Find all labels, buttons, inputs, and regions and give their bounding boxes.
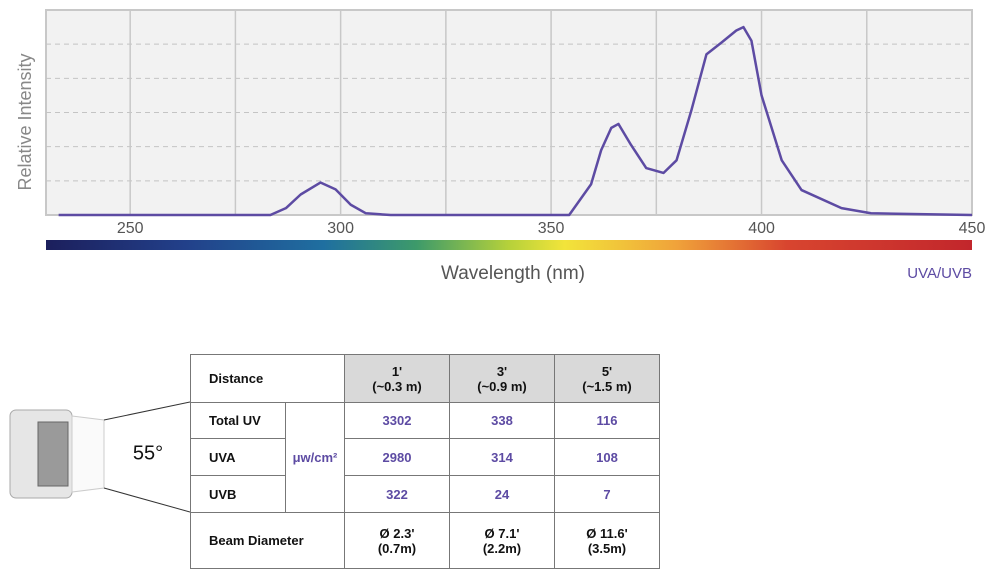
cell-text: Ø 2.3' (379, 525, 415, 541)
header-cell: 1' (~0.3 m) (344, 354, 450, 403)
row-label: Total UV (190, 402, 286, 439)
header-label: Distance (190, 354, 345, 403)
cell: 108 (554, 438, 660, 476)
header-text: 3' (496, 363, 508, 379)
header-text: (~0.3 m) (372, 378, 422, 394)
header-text: (~1.5 m) (582, 378, 632, 394)
x-tick-label: 300 (327, 220, 354, 237)
fixture-illustration: 55° (9, 401, 190, 513)
cell: 314 (449, 438, 555, 476)
x-tick-label: 400 (748, 220, 775, 237)
beam-line (103, 401, 190, 421)
header-text: 5' (601, 363, 613, 379)
y-axis-label: Relative Intensity (15, 53, 35, 190)
cell: 7 (554, 475, 660, 513)
cell: 116 (554, 402, 660, 439)
diffuser (71, 415, 105, 493)
cell: Ø 7.1' (2.2m) (449, 512, 555, 569)
beam-angle: 55° (133, 442, 163, 464)
cell: 24 (449, 475, 555, 513)
cell: 322 (344, 475, 450, 513)
x-tick-label: 450 (959, 220, 986, 237)
cell: Ø 2.3' (0.7m) (344, 512, 450, 569)
legend-label: UVA/UVB (907, 265, 972, 282)
cell-text: (3.5m) (587, 540, 627, 556)
row-label: UVA (190, 438, 286, 476)
cell-text: (0.7m) (377, 540, 417, 556)
unit: μw/cm² (285, 402, 345, 513)
beam-line (103, 487, 190, 513)
header-cell: 5' (~1.5 m) (554, 354, 660, 403)
header-cell: 3' (~0.9 m) (449, 354, 555, 403)
cell: 3302 (344, 402, 450, 439)
x-axis-label: Wavelength (nm) (441, 263, 585, 284)
x-tick-label: 350 (538, 220, 565, 237)
cell-text: Ø 7.1' (484, 525, 520, 541)
chart: Relative Intensity Wavelength (nm) UVA/U… (15, 9, 986, 284)
cell: Ø 11.6' (3.5m) (554, 512, 660, 569)
cell: 338 (449, 402, 555, 439)
fixture-fins (37, 421, 69, 487)
x-tick-label: 250 (117, 220, 144, 237)
header-text: 1' (391, 363, 403, 379)
row-label: Beam Diameter (190, 512, 345, 569)
cell-text: (2.2m) (482, 540, 522, 556)
header-text: (~0.9 m) (477, 378, 527, 394)
measurement-table: Distance 1' (~0.3 m) 3' (~0.9 m) 5' (~1.5 m… (190, 354, 660, 569)
spectrum-bar (46, 240, 972, 250)
cell: 2980 (344, 438, 450, 476)
cell-text: Ø 11.6' (586, 525, 628, 541)
spectrum-line (58, 25, 973, 217)
row-label: UVB (190, 475, 286, 513)
